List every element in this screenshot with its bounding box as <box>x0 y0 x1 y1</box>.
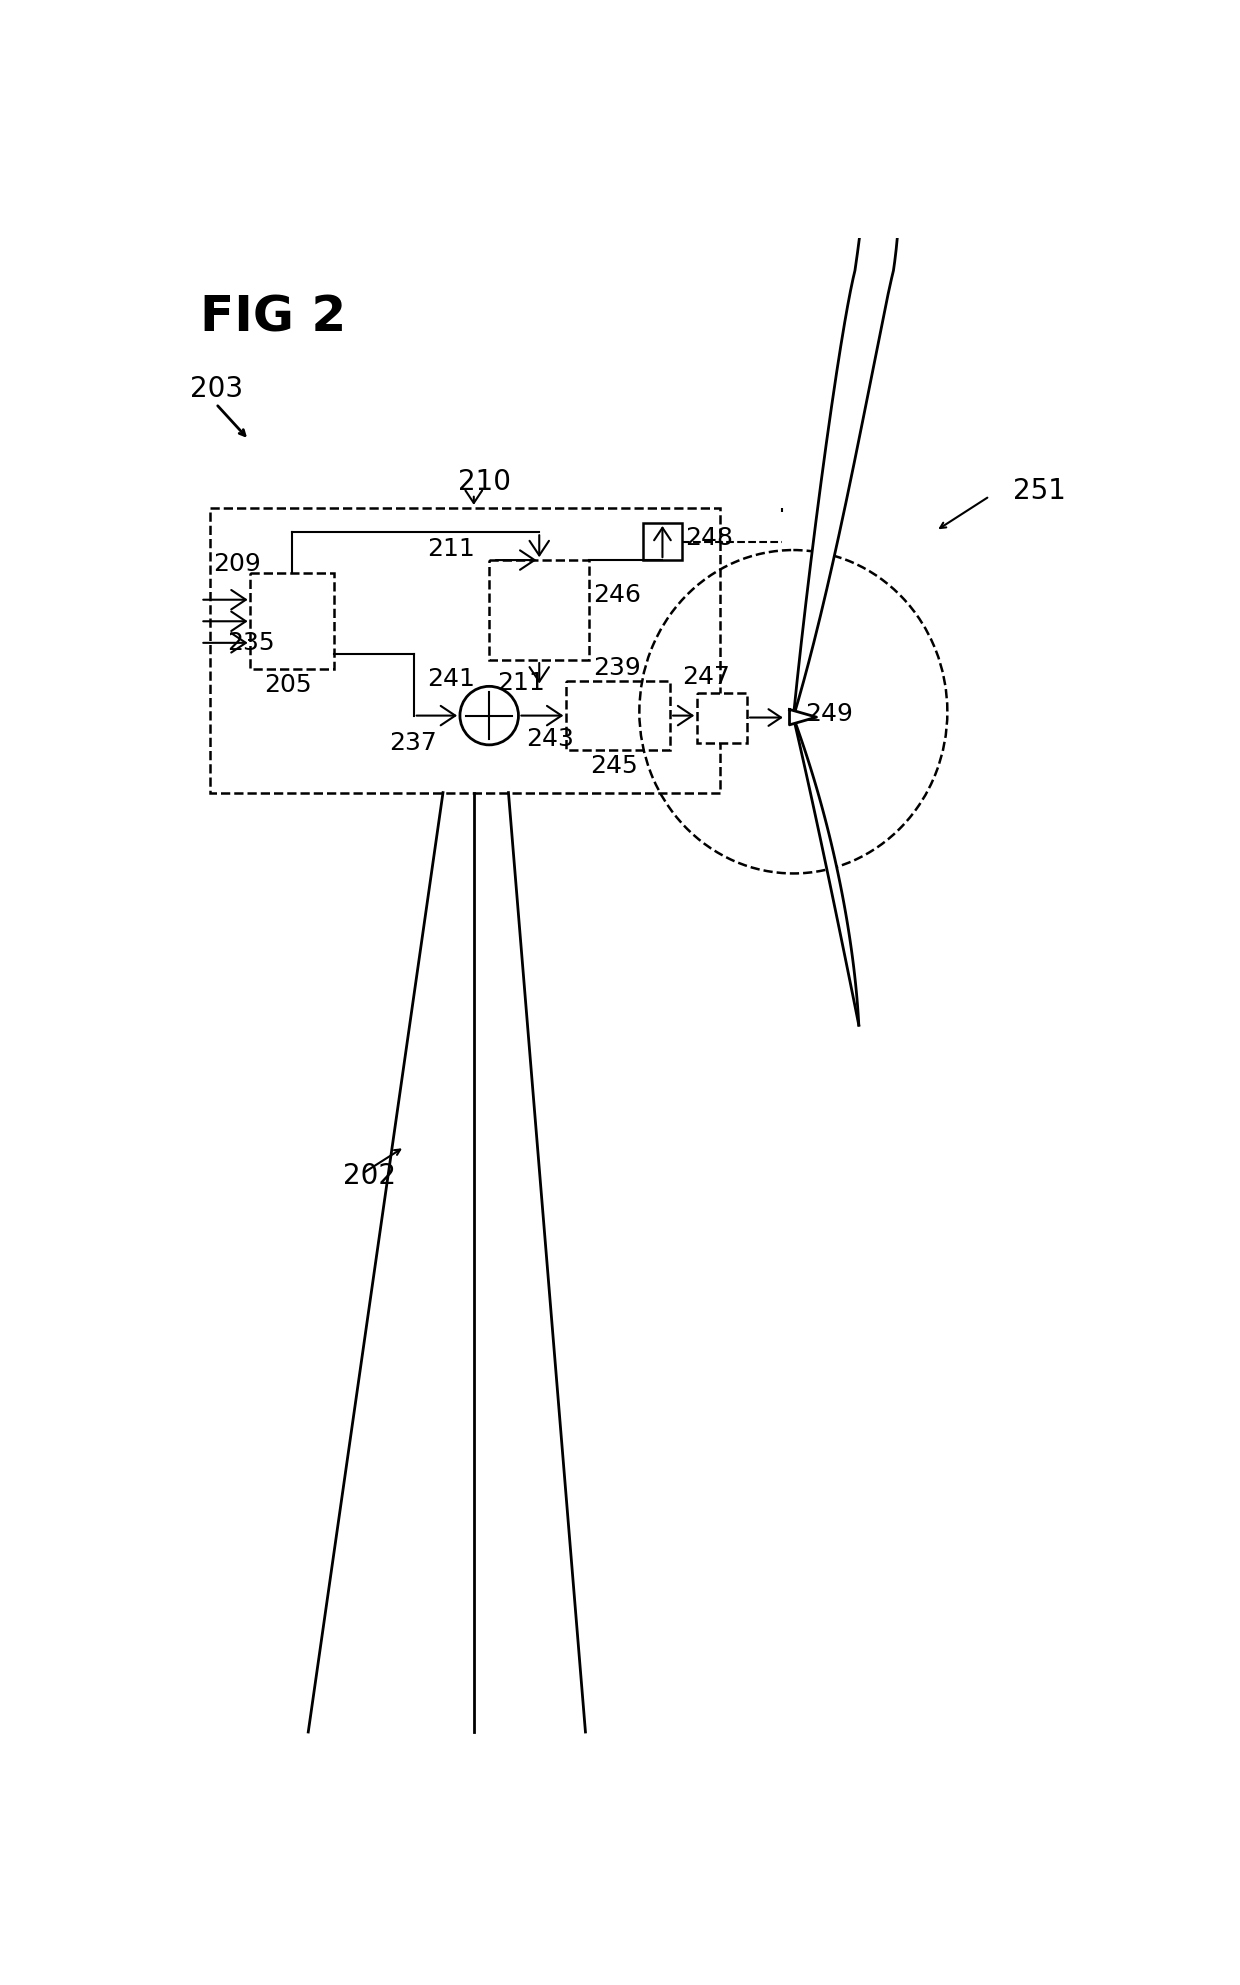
Bar <box>697 693 748 742</box>
Polygon shape <box>790 709 816 725</box>
Text: 241: 241 <box>428 667 475 691</box>
Text: 235: 235 <box>227 631 275 655</box>
Text: 209: 209 <box>213 552 262 576</box>
Text: 237: 237 <box>389 730 436 754</box>
Text: 251: 251 <box>1013 476 1065 504</box>
Text: 248: 248 <box>686 526 734 550</box>
Text: 211: 211 <box>428 538 475 562</box>
Circle shape <box>460 687 518 744</box>
Text: 249: 249 <box>805 701 853 727</box>
Text: 203: 203 <box>191 375 243 403</box>
Text: 202: 202 <box>343 1161 396 1191</box>
Text: 211: 211 <box>497 671 544 695</box>
Text: 246: 246 <box>593 584 641 607</box>
Text: 247: 247 <box>682 665 729 689</box>
Bar <box>644 524 682 560</box>
Text: 243: 243 <box>526 727 574 750</box>
Bar <box>250 574 334 669</box>
Bar <box>490 560 589 661</box>
Text: 210: 210 <box>459 468 511 496</box>
Bar <box>567 681 670 750</box>
Text: 245: 245 <box>590 754 639 778</box>
Text: 205: 205 <box>264 673 312 697</box>
Polygon shape <box>794 24 900 717</box>
Text: 239: 239 <box>593 657 641 681</box>
Bar <box>211 508 720 792</box>
Text: FIG 2: FIG 2 <box>201 294 347 341</box>
Polygon shape <box>794 717 859 1024</box>
